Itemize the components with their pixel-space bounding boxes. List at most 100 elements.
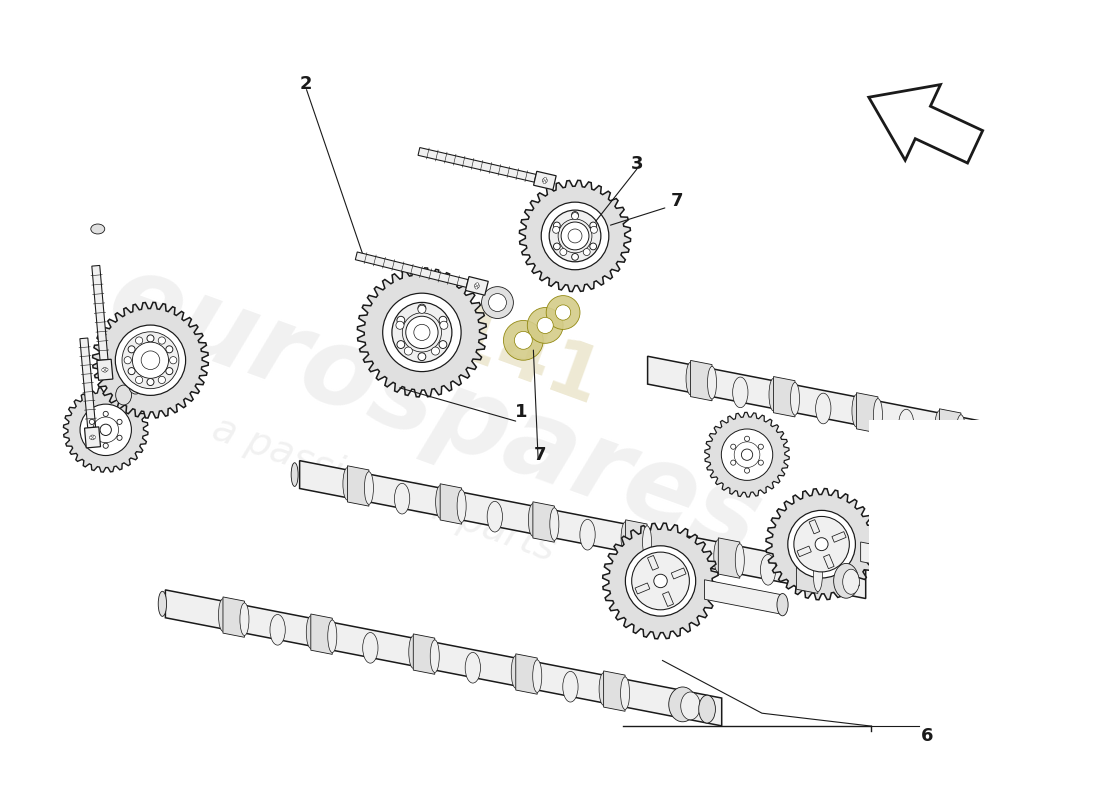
Ellipse shape	[116, 385, 132, 405]
Ellipse shape	[981, 426, 997, 456]
Ellipse shape	[777, 594, 788, 616]
Circle shape	[583, 249, 591, 255]
Polygon shape	[798, 546, 812, 557]
Circle shape	[439, 316, 447, 324]
Circle shape	[397, 341, 405, 349]
Circle shape	[568, 229, 582, 243]
Ellipse shape	[698, 695, 715, 723]
Ellipse shape	[935, 410, 944, 443]
Ellipse shape	[430, 640, 439, 673]
Ellipse shape	[364, 472, 373, 504]
Polygon shape	[860, 542, 930, 574]
Polygon shape	[662, 592, 673, 606]
Ellipse shape	[760, 554, 775, 585]
Ellipse shape	[620, 677, 629, 710]
Circle shape	[745, 436, 749, 442]
Circle shape	[166, 346, 173, 353]
Polygon shape	[626, 520, 647, 560]
Circle shape	[543, 178, 547, 180]
Ellipse shape	[328, 620, 337, 653]
Ellipse shape	[292, 462, 298, 486]
Circle shape	[103, 411, 108, 417]
Circle shape	[590, 222, 596, 229]
Polygon shape	[534, 171, 557, 190]
Circle shape	[800, 551, 806, 558]
Circle shape	[132, 342, 168, 378]
Ellipse shape	[1066, 434, 1085, 465]
Ellipse shape	[792, 555, 801, 587]
Circle shape	[730, 460, 736, 466]
Circle shape	[638, 588, 646, 595]
Circle shape	[741, 449, 752, 460]
Circle shape	[147, 335, 154, 342]
Polygon shape	[165, 590, 722, 726]
Circle shape	[89, 419, 95, 425]
Ellipse shape	[813, 559, 823, 591]
Circle shape	[758, 460, 763, 466]
Polygon shape	[810, 520, 820, 534]
Circle shape	[572, 213, 579, 219]
Circle shape	[653, 574, 668, 588]
Circle shape	[405, 347, 412, 355]
Polygon shape	[796, 553, 818, 594]
Ellipse shape	[219, 598, 228, 631]
Circle shape	[527, 307, 563, 343]
Polygon shape	[418, 147, 536, 182]
Circle shape	[836, 530, 843, 537]
Text: a passion for parts: a passion for parts	[207, 410, 561, 570]
Circle shape	[552, 226, 560, 234]
Ellipse shape	[707, 366, 716, 399]
Circle shape	[89, 435, 95, 440]
Ellipse shape	[873, 398, 882, 431]
Circle shape	[475, 286, 477, 289]
Ellipse shape	[769, 378, 778, 411]
Circle shape	[141, 351, 160, 370]
Circle shape	[418, 304, 426, 312]
Text: 141: 141	[436, 298, 610, 422]
Circle shape	[541, 202, 608, 270]
Ellipse shape	[487, 502, 503, 532]
Circle shape	[730, 444, 736, 450]
Circle shape	[652, 574, 669, 589]
Text: 6: 6	[921, 727, 934, 745]
Circle shape	[418, 306, 426, 314]
Circle shape	[122, 332, 179, 389]
Text: 1: 1	[516, 403, 528, 421]
Circle shape	[590, 243, 596, 250]
Polygon shape	[92, 302, 208, 418]
Circle shape	[431, 347, 440, 355]
Polygon shape	[1018, 424, 1040, 464]
Ellipse shape	[512, 656, 520, 688]
Polygon shape	[85, 427, 100, 448]
Circle shape	[722, 429, 772, 480]
Ellipse shape	[465, 653, 481, 683]
Circle shape	[488, 294, 506, 311]
Circle shape	[106, 368, 108, 371]
Ellipse shape	[733, 377, 748, 408]
Ellipse shape	[600, 673, 608, 706]
Ellipse shape	[681, 692, 701, 720]
Ellipse shape	[436, 486, 444, 518]
Polygon shape	[519, 180, 630, 291]
Polygon shape	[691, 361, 712, 401]
Circle shape	[553, 243, 560, 250]
Ellipse shape	[791, 382, 800, 415]
Circle shape	[102, 367, 108, 372]
Polygon shape	[604, 671, 625, 711]
Circle shape	[800, 530, 806, 537]
Ellipse shape	[843, 570, 859, 594]
Polygon shape	[532, 502, 554, 542]
Ellipse shape	[240, 603, 249, 635]
Polygon shape	[80, 338, 96, 428]
Circle shape	[476, 282, 478, 286]
Circle shape	[117, 419, 122, 425]
Bar	[869, 420, 1100, 658]
Circle shape	[631, 552, 690, 610]
Circle shape	[135, 376, 143, 383]
Polygon shape	[766, 489, 877, 600]
Circle shape	[418, 353, 426, 361]
Circle shape	[543, 181, 546, 184]
Circle shape	[397, 316, 405, 324]
Ellipse shape	[528, 504, 538, 536]
Ellipse shape	[834, 563, 859, 598]
